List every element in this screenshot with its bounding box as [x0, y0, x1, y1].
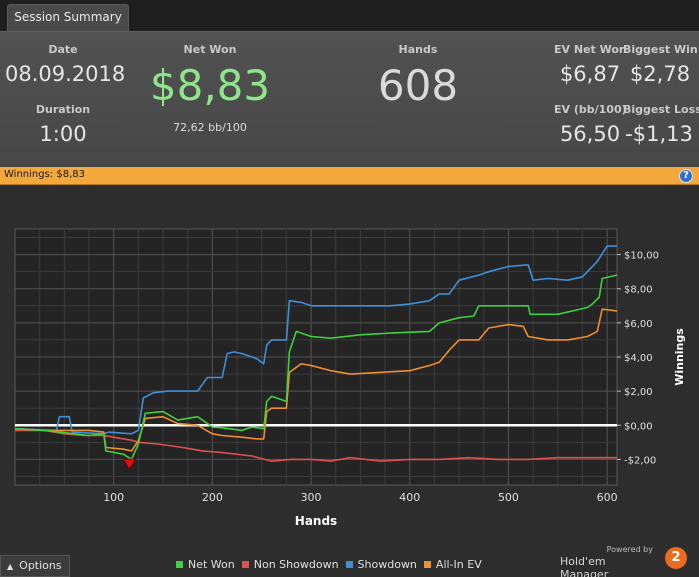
legend-swatch-showdown: [345, 560, 353, 568]
legend-label: All-In EV: [435, 557, 482, 571]
biggest-loss-label: Biggest Loss: [623, 103, 699, 116]
biggest-loss-value: -$1,13: [625, 122, 693, 146]
y-tick-label: $4,00: [624, 353, 653, 364]
chart-svg: 100 200 300 400 500 600 -$2,00 $0,00 $2,00 $4,00…: [14, 228, 686, 528]
x-tick-label: 300: [301, 491, 322, 504]
winnings-chart: 100 200 300 400 500 600 -$2,00 $0,00 $2,00 $4,00…: [0, 185, 699, 555]
chevron-up-icon: ▲: [7, 562, 14, 571]
powered-by-text: Powered by: [606, 545, 653, 554]
brand-badge: Powered by Hold'em Manager 2: [560, 545, 695, 577]
ev-bb-label: EV (bb/100): [554, 103, 627, 116]
y-tick-label: $6,00: [624, 319, 653, 330]
winnings-bar: Winnings: $8,83 ?: [0, 167, 699, 185]
series-line-showdown: [14, 245, 617, 435]
x-tick-label: 200: [202, 491, 223, 504]
x-tick-label: 400: [399, 491, 420, 504]
options-button[interactable]: ▲ Options: [0, 555, 70, 577]
y-axis-label: Winnings: [673, 328, 686, 386]
tab-session-summary[interactable]: Session Summary: [7, 4, 129, 31]
hands-label: Hands: [398, 43, 438, 56]
series-line-net-won: [14, 274, 618, 461]
x-tick-label: 600: [597, 491, 618, 504]
duration-label: Duration: [35, 103, 91, 116]
brand-logo-icon: 2: [665, 547, 687, 569]
legend-item-all-in-ev[interactable]: All-In EV: [423, 557, 482, 571]
y-axis-ticks: -$2,00 $0,00 $2,00 $4,00 $6,00 $8,00 $10,00: [617, 251, 659, 466]
help-icon[interactable]: ?: [679, 169, 693, 183]
legend-swatch-all-in-ev: [423, 560, 431, 568]
net-won-bb-per-100: 72,62 bb/100: [173, 121, 247, 134]
net-won-value: $8,83: [149, 61, 271, 110]
legend-label: Showdown: [357, 557, 417, 571]
y-tick-label: $8,00: [624, 285, 653, 296]
legend-swatch-net-won: [176, 560, 183, 568]
x-tick-label: 100: [103, 491, 124, 504]
y-tick-label: $10,00: [624, 251, 659, 262]
stats-panel: Date 08.09.2018 Duration 1:00 Net Won $8…: [0, 31, 699, 167]
options-label: Options: [19, 559, 62, 572]
date-value: 08.09.2018: [5, 62, 126, 86]
tab-strip: Session Summary: [0, 0, 699, 31]
date-label: Date: [48, 43, 78, 56]
legend-item-net-won[interactable]: Net Won: [176, 557, 235, 571]
chart-legend: Net Won Non Showdown Showdown All-In EV: [176, 557, 482, 571]
duration-value: 1:00: [39, 122, 87, 146]
y-tick-label: -$2,00: [624, 455, 656, 466]
biggest-win-label: Biggest Win: [623, 43, 698, 56]
hands-value: 608: [377, 61, 459, 110]
legend-label: Non Showdown: [253, 557, 339, 571]
ev-bb-value: 56,50: [559, 122, 621, 146]
series-line-all-in-ev: [14, 308, 618, 452]
net-won-label: Net Won: [183, 43, 237, 56]
x-axis-label: Hands: [295, 514, 337, 528]
legend-swatch-non-showdown: [241, 560, 249, 568]
winnings-title: Winnings: $8,83: [4, 169, 85, 180]
series-layer: [14, 245, 618, 462]
ev-net-won-value: $6,87: [559, 62, 621, 86]
y-tick-label: $2,00: [624, 387, 653, 398]
series-line-non-showdown: [15, 429, 617, 462]
legend-item-non-showdown[interactable]: Non Showdown: [241, 557, 339, 571]
x-tick-label: 500: [498, 491, 519, 504]
ev-net-won-label: EV Net Won: [554, 43, 627, 56]
legend-label: Net Won: [188, 557, 235, 571]
brand-name: Hold'em Manager: [560, 555, 609, 577]
biggest-win-value: $2,78: [629, 62, 691, 86]
legend-item-showdown[interactable]: Showdown: [345, 557, 417, 571]
biggest-loss-marker: [122, 458, 137, 471]
y-tick-label: $0,00: [624, 421, 653, 432]
x-axis-ticks: 100 200 300 400 500 600: [103, 491, 617, 504]
